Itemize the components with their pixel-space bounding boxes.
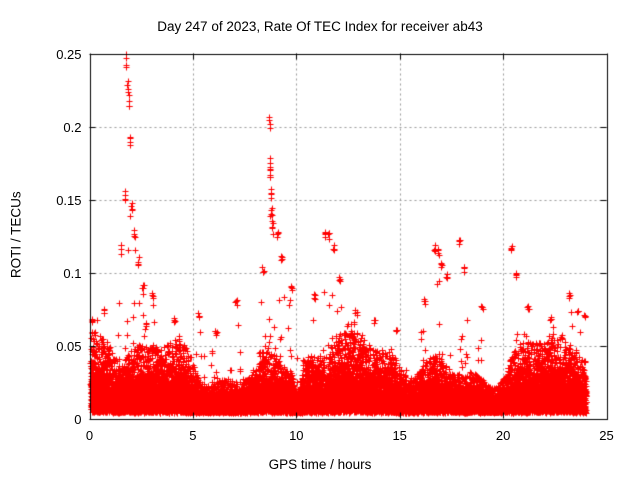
x-axis-label: GPS time / hours [268, 457, 372, 472]
y-tick-label: 0.25 [56, 46, 82, 62]
x-tick-label: 0 [85, 427, 94, 443]
x-tick-label: 5 [189, 427, 197, 443]
y-tick-label: 0.1 [63, 265, 82, 281]
y-tick-label: 0.05 [56, 338, 82, 354]
y-tick-label: 0.2 [63, 119, 82, 135]
x-tick-label: 15 [392, 427, 407, 443]
chart-title: Day 247 of 2023, Rate Of TEC Index for r… [157, 19, 483, 34]
y-tick-label: 0 [74, 411, 82, 427]
x-tick-label: 25 [599, 427, 614, 443]
x-tick-label: 20 [495, 427, 511, 443]
x-tick-label: 10 [289, 427, 304, 443]
y-tick-label: 0.15 [56, 192, 82, 208]
